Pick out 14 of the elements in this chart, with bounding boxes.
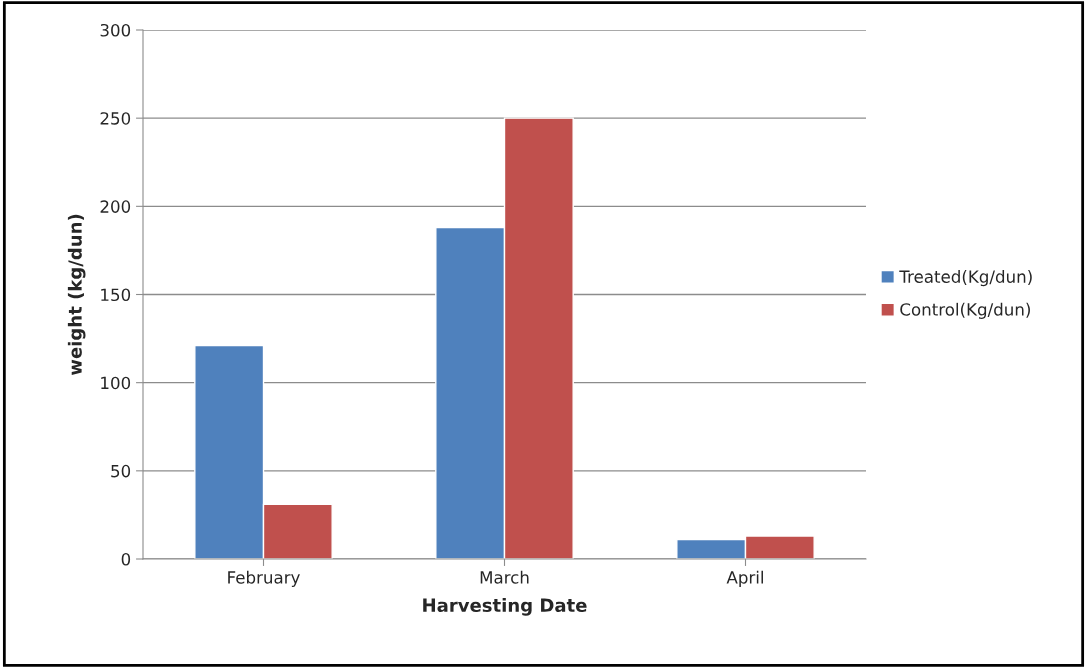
y-tick-label: 250 — [100, 112, 131, 125]
x-tick-label: March — [480, 570, 529, 584]
y-tick-label: 200 — [100, 200, 131, 213]
legend-label: Control(Kg/dun) — [900, 302, 1030, 319]
y-tick-label: 0 — [121, 552, 131, 566]
y-tick-label: 100 — [101, 376, 131, 390]
y-tick-label: 50 — [111, 464, 131, 478]
x-tick-label: April — [726, 570, 763, 587]
legend-label: Treated(Kg/dun) — [899, 270, 1032, 287]
y-tick-label: 150 — [101, 288, 131, 302]
x-axis-title: Harvesting Date — [423, 598, 587, 616]
y-tick-label: 300 — [100, 23, 131, 37]
x-tick-label: February — [228, 570, 300, 587]
y-axis-title: weight (kg/dun) — [67, 214, 86, 376]
